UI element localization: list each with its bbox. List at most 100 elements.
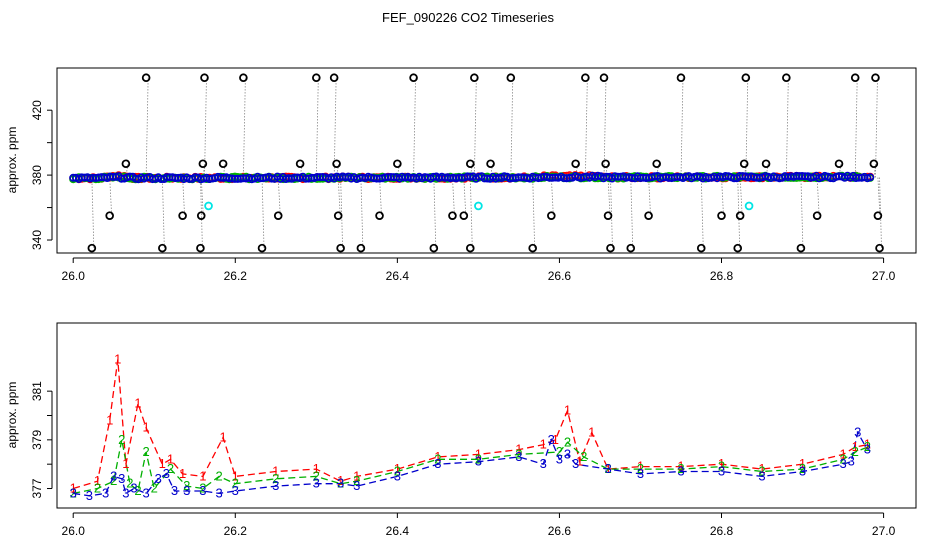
series-2-marker: 2 bbox=[637, 461, 644, 476]
connector-line bbox=[721, 177, 724, 216]
flagged-high-point bbox=[676, 73, 686, 83]
connector-line bbox=[200, 177, 204, 216]
series-1-marker: 1 bbox=[199, 468, 206, 483]
flagged-high-point bbox=[871, 73, 880, 83]
series-2-marker: 2 bbox=[580, 449, 587, 464]
series-3-marker: 3 bbox=[86, 488, 93, 503]
flagged-mid-low-point bbox=[603, 211, 613, 220]
flagged-low-point bbox=[796, 243, 806, 253]
series-1-marker: 1 bbox=[576, 454, 583, 469]
flagged-low-point bbox=[528, 243, 537, 253]
flagged-mid-low-point bbox=[644, 211, 653, 220]
series-2-marker: 2 bbox=[864, 439, 871, 454]
series-3-marker: 3 bbox=[142, 485, 149, 500]
bottom-x-tick-label: 26.4 bbox=[386, 524, 410, 538]
series-3-marker: 3 bbox=[155, 471, 162, 486]
connector-line bbox=[532, 177, 536, 249]
flagged-low-point bbox=[356, 243, 366, 253]
top-x-tick-label: 26.0 bbox=[62, 269, 86, 283]
connector-line bbox=[800, 177, 804, 249]
connector-line bbox=[584, 77, 588, 178]
series-1-marker: 1 bbox=[588, 425, 595, 440]
connector-line bbox=[765, 163, 769, 178]
dropout-point bbox=[204, 201, 213, 211]
flagged-high-point bbox=[506, 73, 516, 83]
series-2-marker: 2 bbox=[183, 478, 190, 493]
connector-line bbox=[656, 163, 660, 178]
flagged-high-point bbox=[312, 73, 321, 83]
series-1-marker: 1 bbox=[313, 461, 320, 476]
bottom-y-tick-label: 377 bbox=[30, 478, 44, 498]
series-1-marker: 1 bbox=[70, 481, 77, 496]
flagged-mid-low-point bbox=[547, 211, 556, 220]
series-3-marker: 3 bbox=[163, 466, 170, 481]
series-1-marker: 1 bbox=[852, 439, 859, 454]
bottom-series-lines bbox=[73, 359, 868, 497]
series-3-marker: 3 bbox=[848, 454, 855, 469]
series-1-marker: 1 bbox=[839, 446, 846, 461]
flagged-mid-high-point bbox=[739, 159, 749, 169]
connector-line bbox=[360, 177, 364, 249]
series-2-marker: 2 bbox=[94, 481, 101, 496]
series-3-marker: 3 bbox=[434, 456, 441, 471]
series-3-marker: 3 bbox=[102, 485, 109, 500]
series-3-marker: 3 bbox=[718, 464, 725, 479]
flagged-mid-high-point bbox=[393, 159, 402, 169]
top-x-tick-label: 27.0 bbox=[872, 269, 896, 283]
bottom-x-tick-label: 26.6 bbox=[548, 524, 572, 538]
series-3-marker: 3 bbox=[122, 485, 129, 500]
series-1-marker: 1 bbox=[179, 466, 186, 481]
connector-line bbox=[785, 77, 789, 178]
connector-line bbox=[877, 177, 881, 216]
series-3-marker: 3 bbox=[572, 456, 579, 471]
connector-line bbox=[603, 77, 607, 178]
connector-line bbox=[182, 177, 186, 216]
connector-line bbox=[630, 177, 634, 249]
connector-line bbox=[700, 177, 704, 249]
flagged-high-point bbox=[200, 73, 209, 83]
connector-line bbox=[854, 77, 858, 178]
series-3-marker: 3 bbox=[199, 483, 206, 498]
bottom-y-tick-label: 379 bbox=[30, 430, 44, 450]
series-1-marker: 1 bbox=[106, 412, 113, 427]
series-1-marker: 1 bbox=[434, 449, 441, 464]
connector-line bbox=[109, 177, 113, 216]
flagged-low-point bbox=[875, 243, 884, 253]
series-2-marker: 2 bbox=[110, 473, 117, 488]
connector-line bbox=[648, 177, 651, 216]
connector-line bbox=[743, 163, 747, 178]
top-x-tick-label: 26.8 bbox=[710, 269, 734, 283]
flagged-mid-low-point bbox=[717, 211, 726, 220]
connector-line bbox=[125, 163, 129, 178]
series-2-marker: 2 bbox=[232, 476, 239, 491]
flagged-mid-high-point bbox=[332, 159, 341, 169]
series-3-marker: 3 bbox=[540, 456, 547, 471]
series-3-marker: 3 bbox=[337, 476, 344, 491]
flagged-high-point bbox=[599, 73, 609, 83]
series-2-marker: 2 bbox=[313, 468, 320, 483]
top-plot-frame bbox=[56, 67, 917, 254]
bottom-y-axis: 377 379 381 bbox=[30, 381, 53, 499]
flagged-high-point bbox=[409, 73, 418, 83]
flagged-mid-high-point bbox=[218, 159, 228, 169]
connector-line bbox=[575, 163, 579, 178]
connector-line bbox=[463, 177, 467, 216]
top-panel: 26.0 26.2 26.4 26.6 26.8 27.0 340 380 420 appro… bbox=[5, 67, 917, 283]
series-2-marker: 2 bbox=[677, 461, 684, 476]
series-2-marker: 2 bbox=[118, 432, 125, 447]
flagged-mid-low-point bbox=[735, 211, 745, 220]
flagged-mid-high-point bbox=[571, 159, 580, 169]
series-1-marker: 1 bbox=[604, 461, 611, 476]
series-3-marker: 3 bbox=[70, 485, 77, 500]
connector-line bbox=[261, 177, 265, 249]
top-y-axis-label: approx. ppm bbox=[5, 127, 19, 194]
series-1-marker: 1 bbox=[142, 420, 149, 435]
series-2-marker: 2 bbox=[126, 476, 133, 491]
series-1-marker: 1 bbox=[552, 432, 559, 447]
flagged-mid-high-point bbox=[761, 159, 771, 169]
series-2-marker: 2 bbox=[839, 451, 846, 466]
top-y-tick-label: 420 bbox=[30, 100, 44, 120]
flagged-mid-high-point bbox=[834, 159, 844, 169]
flagged-high-point bbox=[741, 73, 751, 83]
series-3-marker: 3 bbox=[394, 468, 401, 483]
